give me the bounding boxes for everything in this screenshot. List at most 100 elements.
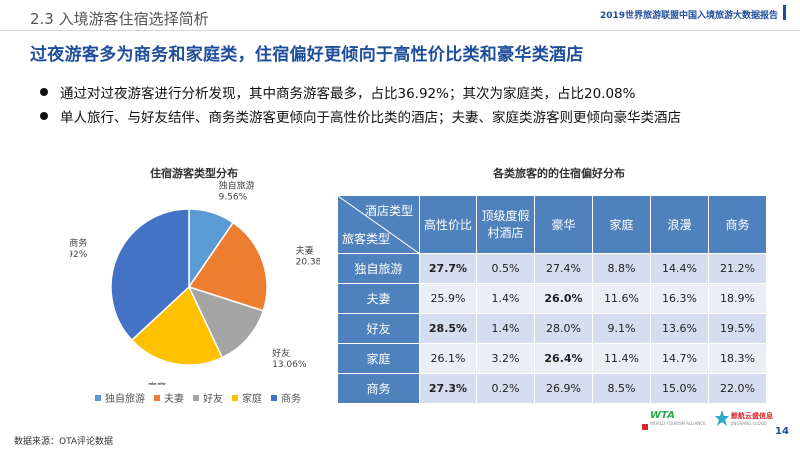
table-cell: 0.5% <box>476 253 535 284</box>
cell-value: 26.1% <box>430 352 466 365</box>
table-cell: 26.9% <box>534 373 593 404</box>
legend-item: 夫妻 <box>154 390 184 405</box>
legend-label: 好友 <box>203 394 223 405</box>
column-header: 家庭 <box>592 195 651 254</box>
table-cell: 11.4% <box>592 343 651 374</box>
section-title: 2.3 入境游客住宿选择简析 <box>30 10 209 28</box>
wta-logo-text: WTA <box>650 410 675 421</box>
legend-swatch <box>154 394 160 401</box>
wta-flag-icon <box>642 424 648 430</box>
table-cell: 1.4% <box>476 313 535 344</box>
cell-value: 25.9% <box>430 292 466 305</box>
column-header: 豪华 <box>534 195 593 254</box>
cell-value: 18.3% <box>720 352 755 365</box>
cell-value: 11.6% <box>604 292 639 305</box>
slice-label: 好友 <box>272 347 290 359</box>
bullet-item: 通过对过夜游客进行分析发现，其中商务游客最多，占比36.92%；其次为家庭类，占… <box>40 80 681 104</box>
pie-slice <box>187 221 268 312</box>
column-header: 商务 <box>708 195 767 254</box>
corner-label-traveler-type: 旅客类型 <box>342 232 391 246</box>
cell-value: 8.8% <box>607 262 636 275</box>
cell-value: 22.0% <box>720 382 755 395</box>
table-cell: 19.5% <box>708 313 767 344</box>
table-cell: 18.3% <box>708 343 767 374</box>
column-header: 顶级度假村酒店 <box>476 195 535 254</box>
corner-label-hotel-type: 酒店类型 <box>364 204 413 218</box>
table-header-row: 酒店类型 旅客类型 高性价比 顶级度假村酒店 豪华 家庭 浪漫 商务 <box>337 195 767 254</box>
cell-value: 26.0% <box>544 292 583 305</box>
slice-label: 独自旅游 <box>219 180 255 192</box>
cell-value: 1.4% <box>491 322 520 335</box>
cell-value: 28.5% <box>428 322 468 335</box>
preference-table: 酒店类型 旅客类型 高性价比 顶级度假村酒店 豪华 家庭 浪漫 商务 独自旅游 2… <box>337 195 767 404</box>
slice-value-label: 9.56% <box>219 193 248 203</box>
table-cell: 22.0% <box>708 373 767 404</box>
column-header: 浪漫 <box>650 195 709 254</box>
table-corner-header: 酒店类型 旅客类型 <box>337 195 420 254</box>
table-row: 商务 27.3% 0.2% 26.9% 8.5% 15.0% 22.0% <box>337 373 767 404</box>
slide-headline: 过夜游客多为商务和家庭类，住宿偏好更倾向于高性价比类和豪华类酒店 <box>30 45 584 65</box>
table-cell: 26.1% <box>419 343 477 374</box>
table-cell: 26.0% <box>534 283 593 314</box>
table-cell: 14.7% <box>650 343 709 374</box>
table-cell: 11.6% <box>592 283 651 314</box>
cell-value: 27.4% <box>546 262 581 275</box>
table-cell: 8.5% <box>592 373 651 404</box>
table-cell: 21.2% <box>708 253 767 284</box>
legend-item: 家庭 <box>232 390 262 405</box>
page-number: 14 <box>775 426 789 437</box>
pie-legend: 独自旅游 夫妻 好友 家庭 商务 <box>95 390 301 405</box>
diagonal-divider <box>338 196 420 254</box>
jinghang-logo-subtext: JINGHANG CLOUD <box>731 420 767 426</box>
table-cell: 0.2% <box>476 373 535 404</box>
bullet-text: 通过对过夜游客进行分析发现，其中商务游客最多，占比36.92%；其次为家庭类，占… <box>60 86 636 102</box>
bullet-list: 通过对过夜游客进行分析发现，其中商务游客最多，占比36.92%；其次为家庭类，占… <box>40 80 681 128</box>
table-cell: 27.7% <box>419 253 477 284</box>
legend-swatch <box>271 394 277 401</box>
table-cell: 28.0% <box>534 313 593 344</box>
pie-slice <box>110 208 190 342</box>
slice-label: 夫妻 <box>296 245 314 257</box>
legend-item: 独自旅游 <box>95 390 145 405</box>
wta-logo-subtext: WORLD TOURISM ALLIANCE <box>650 421 706 426</box>
table-row: 独自旅游 27.7% 0.5% 27.4% 8.8% 14.4% 21.2% <box>337 253 767 284</box>
legend-label: 独自旅游 <box>105 394 145 405</box>
table-cell: 26.4% <box>534 343 593 374</box>
table-cell: 27.4% <box>534 253 593 284</box>
legend-label: 商务 <box>281 394 301 405</box>
pie-chart-title: 住宿游客类型分布 <box>150 167 238 180</box>
cell-value: 9.1% <box>607 322 636 335</box>
legend-item: 好友 <box>193 390 223 405</box>
cell-value: 8.5% <box>607 382 636 395</box>
bullet-text: 单人旅行、与好友结伴、商务类游客更倾向于高性价比类的酒店；夫妻、家庭类游客则更倾… <box>60 110 681 126</box>
table-cell: 13.6% <box>650 313 709 344</box>
table-row: 夫妻 25.9% 1.4% 26.0% 11.6% 16.3% 18.9% <box>337 283 767 314</box>
table-cell: 14.4% <box>650 253 709 284</box>
legend-swatch <box>232 394 238 401</box>
table-cell: 27.3% <box>419 373 477 404</box>
legend-swatch <box>95 394 101 401</box>
table-row: 好友 28.5% 1.4% 28.0% 9.1% 13.6% 19.5% <box>337 313 767 344</box>
report-title: 2019世界旅游联盟中国入境旅游大数据报告 <box>599 11 778 21</box>
slice-value-label: 20.38% <box>296 258 320 268</box>
table-title: 各类旅客的的住宿偏好分布 <box>493 167 625 180</box>
row-header: 家庭 <box>337 343 420 374</box>
legend-label: 家庭 <box>242 394 262 405</box>
cell-value: 18.9% <box>720 292 755 305</box>
table-row: 家庭 26.1% 3.2% 26.4% 11.4% 14.7% 18.3% <box>337 343 767 374</box>
cell-value: 0.5% <box>491 262 520 275</box>
report-title-bar <box>783 5 786 20</box>
slice-label: 商务 <box>70 237 87 249</box>
table-cell: 18.9% <box>708 283 767 314</box>
cell-value: 0.2% <box>491 382 520 395</box>
table-cell: 15.0% <box>650 373 709 404</box>
table-cell: 16.3% <box>650 283 709 314</box>
cell-value: 15.0% <box>662 382 697 395</box>
jinghang-logo-text: 鲸航云盛信息 <box>731 411 773 420</box>
pie-chart: 独自旅游9.56%夫妻20.38%好友13.06%家庭20.08%商务36.92… <box>70 180 320 385</box>
cell-value: 21.2% <box>720 262 755 275</box>
cell-value: 19.5% <box>720 322 755 335</box>
bullet-dot-icon <box>40 112 48 120</box>
table-cell: 28.5% <box>419 313 477 344</box>
cell-value: 3.2% <box>491 352 520 365</box>
